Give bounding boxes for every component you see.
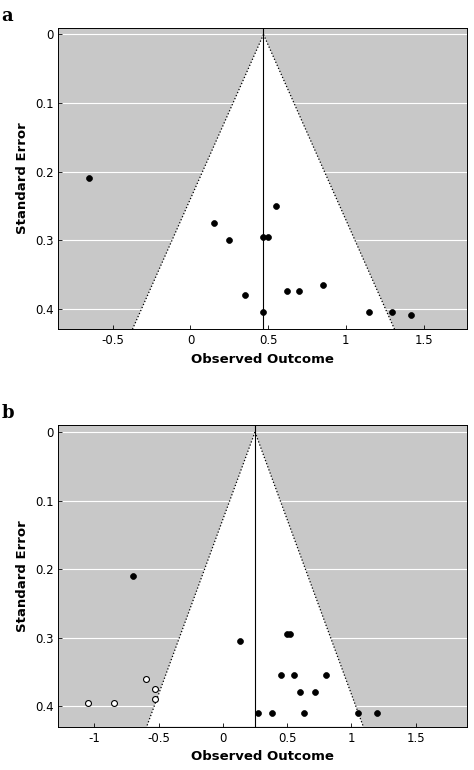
Y-axis label: Standard Error: Standard Error bbox=[16, 122, 29, 234]
Point bbox=[241, 289, 249, 301]
Point bbox=[277, 669, 284, 681]
Point bbox=[268, 707, 275, 719]
Point bbox=[260, 306, 267, 318]
Point bbox=[283, 628, 291, 641]
Point bbox=[86, 172, 93, 185]
Polygon shape bbox=[146, 432, 363, 727]
Point bbox=[151, 683, 158, 695]
Point bbox=[354, 707, 362, 719]
Point bbox=[272, 199, 280, 212]
X-axis label: Observed Outcome: Observed Outcome bbox=[191, 353, 334, 366]
Point bbox=[295, 286, 303, 298]
Point bbox=[296, 686, 304, 698]
Point bbox=[300, 707, 308, 719]
Text: a: a bbox=[1, 7, 13, 25]
Point bbox=[151, 693, 158, 705]
Point bbox=[365, 306, 373, 318]
Point bbox=[319, 279, 326, 291]
X-axis label: Observed Outcome: Observed Outcome bbox=[191, 750, 334, 763]
Point bbox=[322, 669, 329, 681]
Point bbox=[254, 707, 261, 719]
Point bbox=[286, 628, 293, 641]
Point bbox=[129, 570, 137, 582]
Point bbox=[389, 306, 396, 318]
Point bbox=[264, 230, 272, 243]
Polygon shape bbox=[133, 35, 394, 329]
Point bbox=[290, 669, 297, 681]
Point bbox=[236, 634, 243, 647]
Point bbox=[407, 310, 415, 322]
Point bbox=[210, 217, 218, 229]
Point bbox=[260, 230, 267, 243]
Point bbox=[311, 686, 319, 698]
Point bbox=[110, 697, 118, 709]
Point bbox=[84, 697, 92, 709]
Y-axis label: Standard Error: Standard Error bbox=[16, 520, 29, 631]
Point bbox=[226, 234, 233, 246]
Text: b: b bbox=[1, 404, 14, 422]
Point bbox=[374, 707, 381, 719]
Point bbox=[283, 286, 291, 298]
Point bbox=[142, 672, 150, 685]
